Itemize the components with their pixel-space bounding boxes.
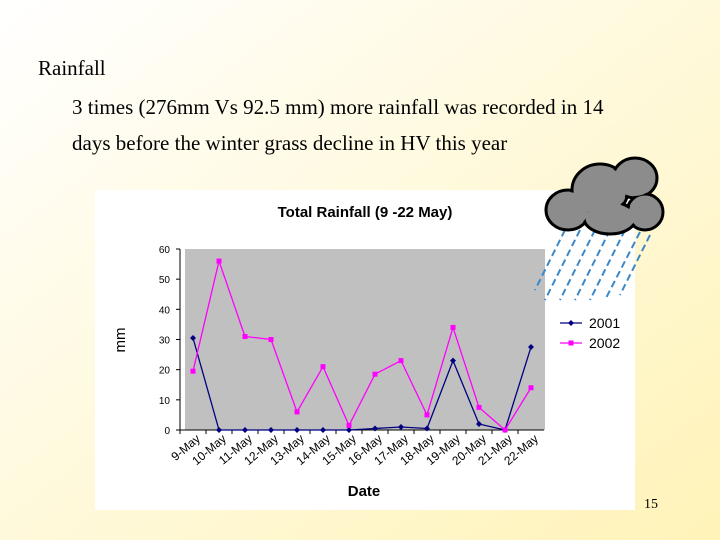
series-line xyxy=(192,337,532,431)
plot-area xyxy=(185,249,545,430)
data-point xyxy=(294,427,300,433)
data-point xyxy=(216,258,222,264)
data-point xyxy=(346,427,352,433)
data-point xyxy=(450,357,456,364)
data-point xyxy=(528,385,534,391)
data-point xyxy=(320,364,326,370)
data-point xyxy=(568,320,574,326)
data-point xyxy=(268,337,274,342)
data-point xyxy=(372,425,378,432)
data-point xyxy=(242,333,248,339)
series-line xyxy=(192,258,532,431)
legend-label: 2002 xyxy=(589,335,620,351)
y-tick-label: 30 xyxy=(159,336,171,347)
data-point xyxy=(476,420,482,427)
data-point xyxy=(294,409,300,415)
legend-label: 2001 xyxy=(589,315,620,331)
y-tick-label: 40 xyxy=(159,305,171,316)
data-point xyxy=(268,427,274,433)
data-point xyxy=(398,423,404,430)
rain-cloud xyxy=(534,156,665,301)
y-tick-label: 50 xyxy=(159,275,171,286)
data-point xyxy=(528,344,534,351)
page-number: 15 xyxy=(644,497,658,512)
data-point xyxy=(424,425,430,432)
chart-title: Total Rainfall (9 -22 May) xyxy=(278,204,453,221)
data-point xyxy=(190,334,196,341)
data-point xyxy=(450,324,456,330)
data-point xyxy=(242,427,248,433)
y-axis-label: mm xyxy=(112,328,129,353)
data-point xyxy=(476,404,482,410)
data-point xyxy=(320,427,326,433)
data-point xyxy=(424,412,430,418)
y-tick-label: 60 xyxy=(159,245,171,256)
x-axis-label: Date xyxy=(348,483,381,500)
data-point xyxy=(372,371,378,377)
data-point xyxy=(398,358,404,364)
legend-box xyxy=(555,310,633,353)
y-tick-label: 20 xyxy=(159,366,171,377)
body-line: days before the winter grass decline in … xyxy=(72,131,507,155)
y-tick-label: 10 xyxy=(159,396,171,407)
data-point xyxy=(190,368,196,374)
data-point xyxy=(346,422,352,428)
heading: Rainfall xyxy=(38,56,106,80)
body-line: 3 times (276mm Vs 92.5 mm) more rainfall… xyxy=(72,95,604,119)
y-tick-label: 0 xyxy=(164,426,170,437)
data-point xyxy=(216,427,222,433)
data-point xyxy=(502,427,508,433)
data-point xyxy=(568,340,574,346)
